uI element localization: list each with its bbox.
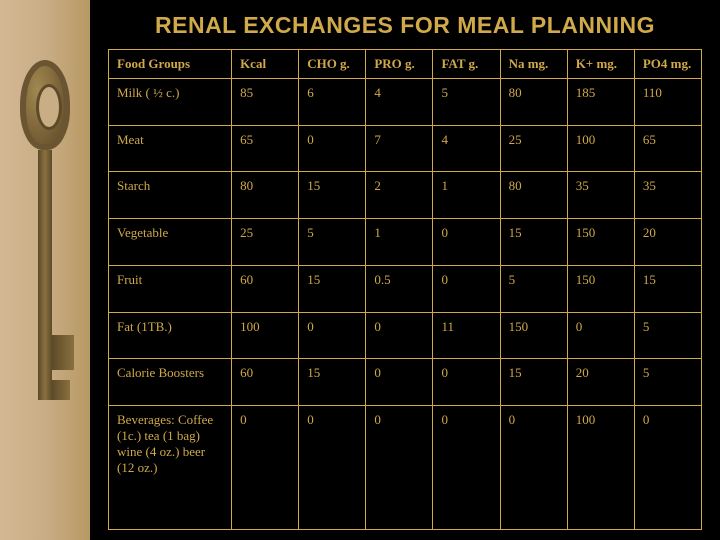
cell: 35	[567, 172, 634, 219]
cell-food: Meat	[109, 125, 232, 172]
cell-food: Vegetable	[109, 219, 232, 266]
table-row: Milk ( ½ c.) 85 6 4 5 80 185 110	[109, 79, 702, 126]
col-na: Na mg.	[500, 50, 567, 79]
cell: 100	[232, 312, 299, 359]
cell-food: Beverages: Coffee (1c.) tea (1 bag) wine…	[109, 405, 232, 529]
cell: 0	[299, 405, 366, 529]
cell: 80	[232, 172, 299, 219]
cell: 85	[232, 79, 299, 126]
cell: 65	[232, 125, 299, 172]
cell: 0.5	[366, 265, 433, 312]
cell: 4	[433, 125, 500, 172]
cell: 0	[232, 405, 299, 529]
col-food-groups: Food Groups	[109, 50, 232, 79]
slide: RENAL EXCHANGES FOR MEAL PLANNING Food G…	[0, 0, 720, 540]
cell: 1	[433, 172, 500, 219]
cell: 5	[500, 265, 567, 312]
table-row: Meat 65 0 7 4 25 100 65	[109, 125, 702, 172]
cell: 0	[433, 359, 500, 406]
col-kcal: Kcal	[232, 50, 299, 79]
table-row: Beverages: Coffee (1c.) tea (1 bag) wine…	[109, 405, 702, 529]
cell: 0	[299, 312, 366, 359]
table-row: Starch 80 15 2 1 80 35 35	[109, 172, 702, 219]
cell: 0	[433, 265, 500, 312]
cell: 150	[567, 265, 634, 312]
cell-food: Calorie Boosters	[109, 359, 232, 406]
table-header-row: Food Groups Kcal CHO g. PRO g. FAT g. Na…	[109, 50, 702, 79]
cell-food: Starch	[109, 172, 232, 219]
cell: 15	[299, 359, 366, 406]
cell: 0	[366, 405, 433, 529]
table-row: Vegetable 25 5 1 0 15 150 20	[109, 219, 702, 266]
cell: 25	[500, 125, 567, 172]
cell: 0	[634, 405, 701, 529]
col-fat: FAT g.	[433, 50, 500, 79]
cell: 0	[500, 405, 567, 529]
cell: 0	[433, 219, 500, 266]
cell: 5	[634, 312, 701, 359]
cell: 7	[366, 125, 433, 172]
content-area: RENAL EXCHANGES FOR MEAL PLANNING Food G…	[90, 0, 720, 540]
cell: 15	[634, 265, 701, 312]
page-title: RENAL EXCHANGES FOR MEAL PLANNING	[108, 12, 702, 39]
key-icon	[20, 60, 70, 440]
cell: 80	[500, 172, 567, 219]
cell: 65	[634, 125, 701, 172]
table-row: Calorie Boosters 60 15 0 0 15 20 5	[109, 359, 702, 406]
cell: 0	[366, 312, 433, 359]
cell: 5	[634, 359, 701, 406]
cell: 60	[232, 265, 299, 312]
cell: 150	[500, 312, 567, 359]
cell: 110	[634, 79, 701, 126]
col-cho: CHO g.	[299, 50, 366, 79]
col-po4: PO4 mg.	[634, 50, 701, 79]
cell: 35	[634, 172, 701, 219]
cell: 25	[232, 219, 299, 266]
cell: 6	[299, 79, 366, 126]
cell-food: Fruit	[109, 265, 232, 312]
decorative-strip	[0, 0, 90, 540]
cell: 0	[299, 125, 366, 172]
exchanges-table: Food Groups Kcal CHO g. PRO g. FAT g. Na…	[108, 49, 702, 530]
cell: 100	[567, 125, 634, 172]
cell: 150	[567, 219, 634, 266]
col-pro: PRO g.	[366, 50, 433, 79]
cell: 5	[299, 219, 366, 266]
cell-food: Fat (1TB.)	[109, 312, 232, 359]
col-k: K+ mg.	[567, 50, 634, 79]
cell: 15	[299, 265, 366, 312]
cell: 15	[500, 359, 567, 406]
cell: 0	[433, 405, 500, 529]
cell: 15	[299, 172, 366, 219]
cell: 100	[567, 405, 634, 529]
table-row: Fat (1TB.) 100 0 0 11 150 0 5	[109, 312, 702, 359]
cell: 0	[366, 359, 433, 406]
cell: 4	[366, 79, 433, 126]
cell: 20	[567, 359, 634, 406]
table-body: Milk ( ½ c.) 85 6 4 5 80 185 110 Meat 65…	[109, 79, 702, 530]
cell: 11	[433, 312, 500, 359]
table-row: Fruit 60 15 0.5 0 5 150 15	[109, 265, 702, 312]
cell: 185	[567, 79, 634, 126]
cell: 0	[567, 312, 634, 359]
cell: 5	[433, 79, 500, 126]
cell: 60	[232, 359, 299, 406]
cell-food: Milk ( ½ c.)	[109, 79, 232, 126]
cell: 20	[634, 219, 701, 266]
cell: 2	[366, 172, 433, 219]
cell: 80	[500, 79, 567, 126]
cell: 15	[500, 219, 567, 266]
cell: 1	[366, 219, 433, 266]
